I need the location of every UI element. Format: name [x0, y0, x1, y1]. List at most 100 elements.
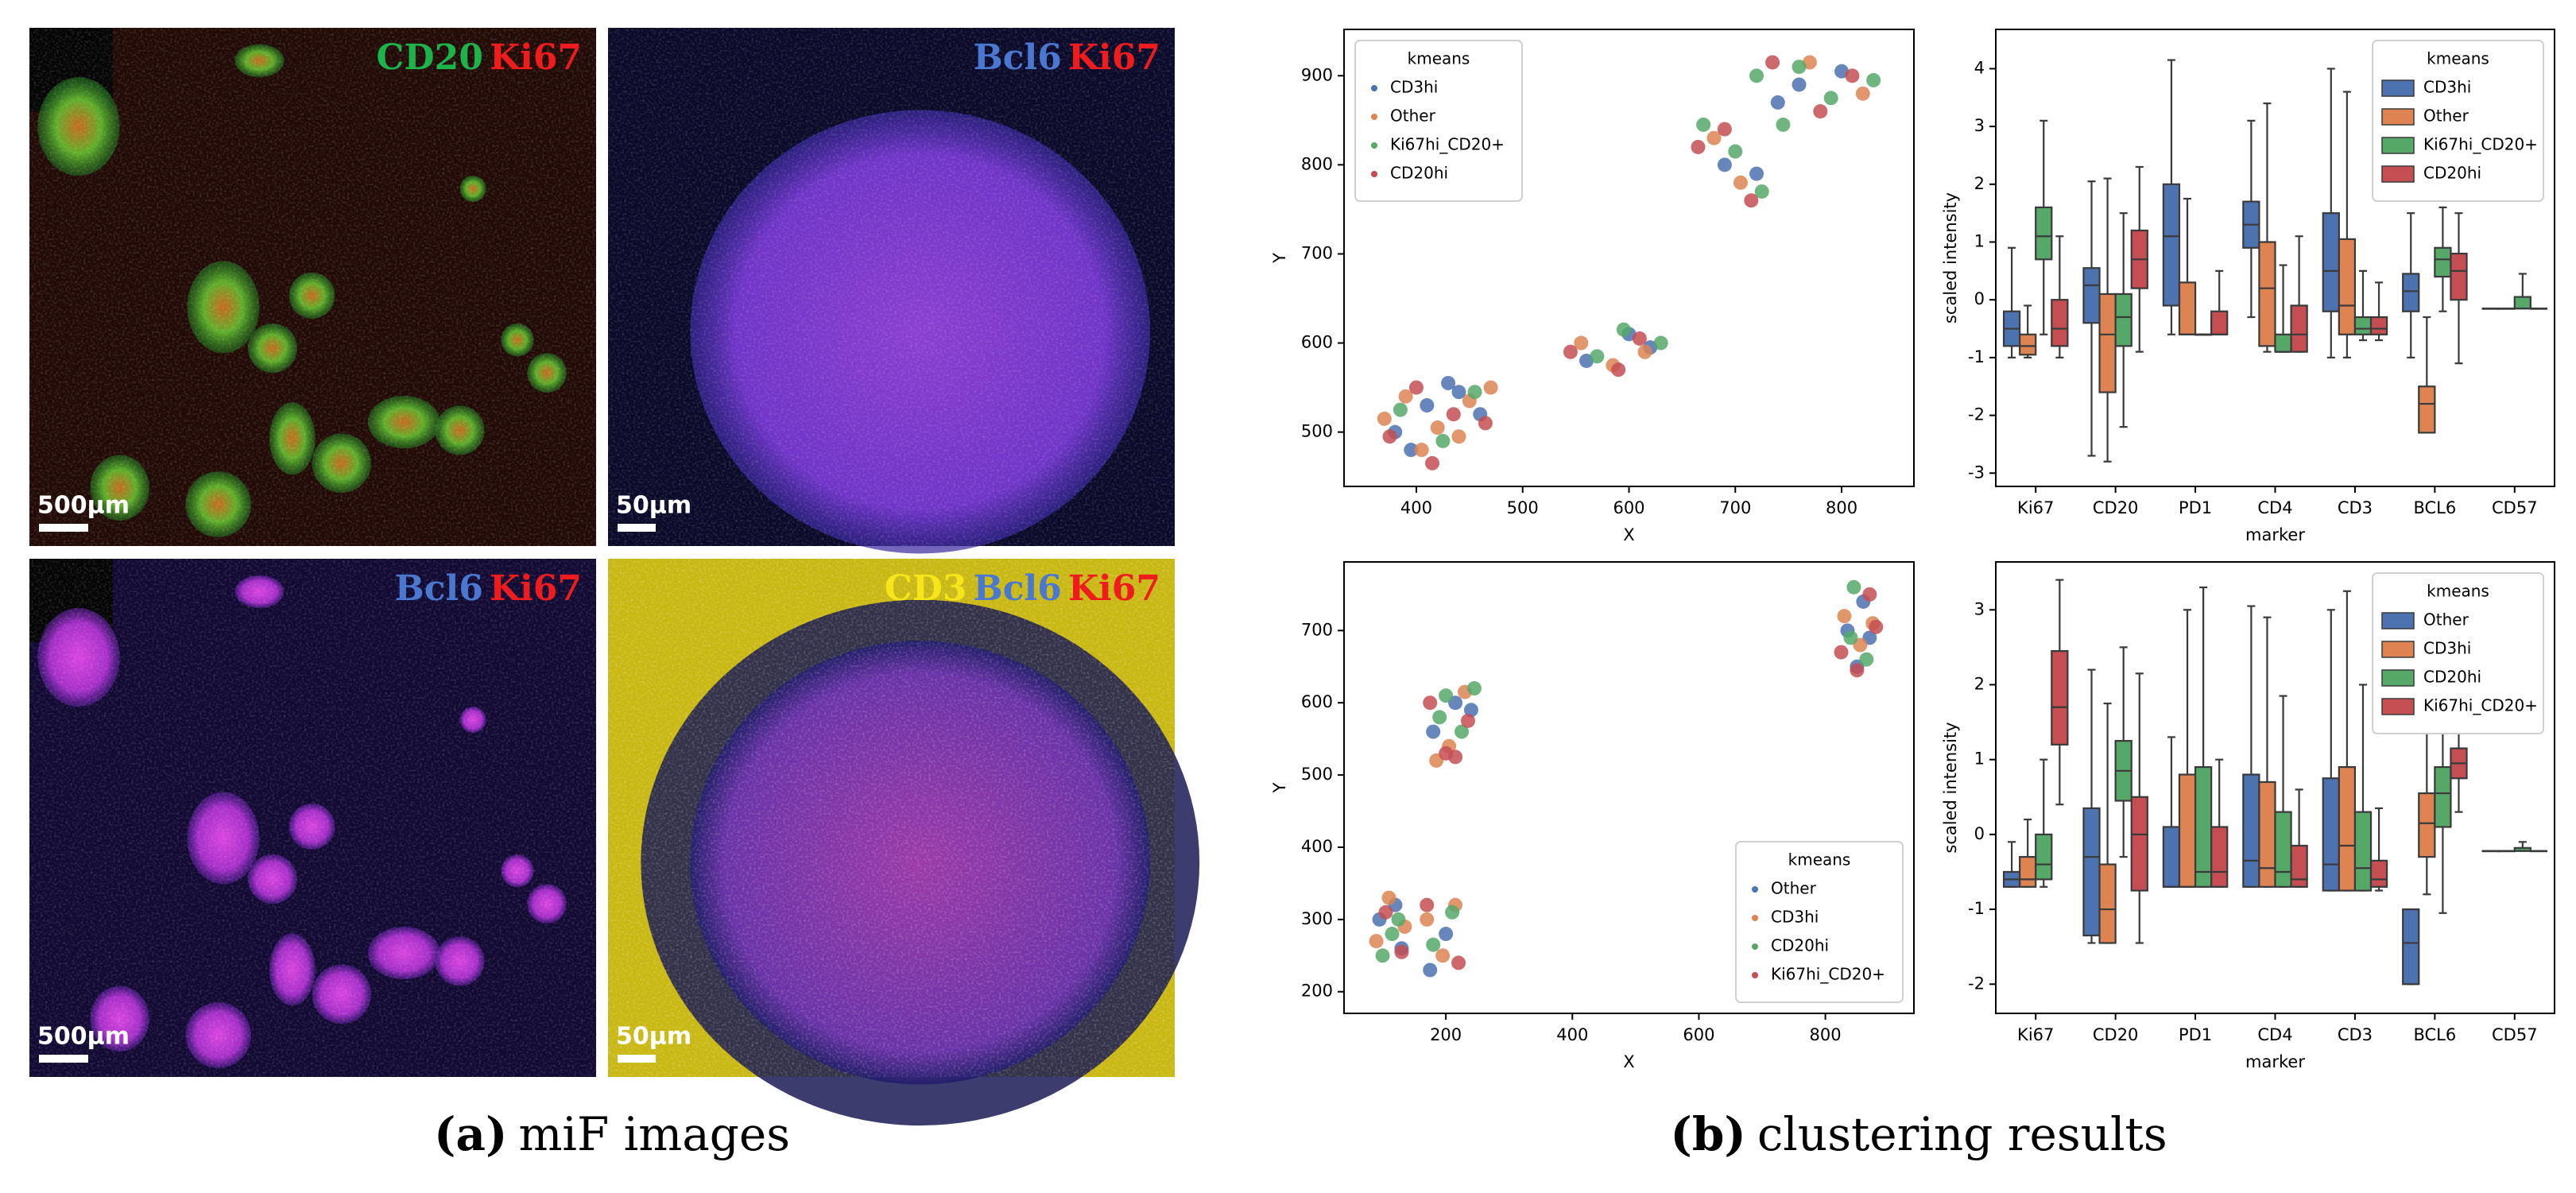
y-tick-label: -1: [1968, 347, 1985, 366]
point: [1439, 688, 1454, 703]
x-tick-label: BCL6: [2413, 1025, 2456, 1044]
legend-title: kmeans: [1408, 49, 1470, 68]
point: [1435, 433, 1451, 448]
y-tick-label: 2: [1974, 674, 1985, 693]
legend-patch: [2381, 641, 2415, 658]
legend-patch: [2381, 137, 2415, 154]
point: [1574, 335, 1589, 351]
x-tick-label: 400: [1400, 498, 1432, 517]
point: [1859, 652, 1874, 667]
legend: kmeans CD3hi Other Ki67hi_CD20+ CD20hi: [1354, 40, 1523, 202]
legend-marker: [1371, 114, 1377, 120]
legend-label: Ki67hi_CD20+: [1771, 965, 1885, 984]
marker-label: Bcl6: [974, 37, 1062, 78]
x-tick-label: CD3: [2338, 498, 2373, 517]
point: [1439, 927, 1454, 942]
caption-label: (a): [434, 1107, 507, 1161]
point: [1420, 897, 1435, 912]
point: [1463, 703, 1478, 718]
marker-labels: CD3 Bcl6 Ki67: [885, 568, 1160, 609]
point: [1408, 380, 1424, 395]
mif-image: Bcl6 Ki67 50μm: [608, 28, 1175, 554]
legend-frame: [1735, 841, 1904, 1003]
x-tick-label: 600: [1683, 1025, 1714, 1044]
point: [1837, 609, 1852, 624]
box: [2369, 859, 2388, 888]
point: [1423, 695, 1438, 711]
marker-label: Ki67: [490, 568, 582, 609]
box: [2178, 773, 2197, 888]
chart: -3 -2 -1 0 1 2 3 4 marker scaled intensity Ki67 CD2…: [1941, 29, 2555, 544]
box: [2274, 333, 2292, 353]
box: [2162, 183, 2181, 307]
box: [2194, 765, 2213, 888]
point: [1420, 912, 1435, 927]
chart: -2 -1 0 1 2 3 marker scaled intensity Ki67 CD20 PD…: [1941, 561, 2555, 1071]
image-texture: [29, 559, 596, 1077]
y-tick-label: 2: [1974, 174, 1985, 193]
y-tick-label: 1: [1974, 232, 1985, 251]
legend-marker: [1752, 943, 1758, 950]
box: [2019, 333, 2037, 356]
point: [1420, 398, 1435, 413]
legend-label: CD3hi: [1771, 908, 1819, 927]
legend: kmeans CD3hi Other Ki67hi_CD20+ CD20hi: [2372, 40, 2544, 202]
y-tick-label: 0: [1974, 289, 1985, 308]
point: [1441, 375, 1456, 390]
point: [1749, 68, 1764, 83]
x-tick-label: CD57: [2492, 1025, 2538, 1044]
x-axis-label: marker: [2245, 525, 2305, 544]
box: [2369, 316, 2388, 335]
y-tick-label: 500: [1301, 422, 1333, 441]
x-tick-label: Ki67: [2017, 498, 2054, 517]
box: [2210, 310, 2229, 335]
point: [1855, 86, 1870, 101]
y-tick-label: 3: [1974, 599, 1985, 618]
point: [1749, 166, 1764, 181]
box: [2130, 796, 2148, 892]
box: [2322, 777, 2340, 892]
point: [1414, 443, 1429, 458]
point: [1653, 335, 1668, 351]
box: [2098, 863, 2117, 944]
x-tick-label: 700: [1719, 498, 1751, 517]
point: [1563, 344, 1578, 359]
legend-frame: [1354, 40, 1523, 202]
point: [1393, 402, 1408, 417]
chart: 200 300 400 500 600 700 X Y 200 400 600 800 kmeans Ot…: [1270, 561, 1915, 1071]
point: [1765, 55, 1780, 70]
x-tick-label: CD20: [2093, 498, 2139, 517]
legend-marker: [1752, 915, 1758, 921]
mif-image: CD20 Ki67 500μm: [29, 28, 596, 546]
point: [1696, 117, 1711, 132]
caption-a: (a) miF images: [434, 1107, 790, 1161]
point: [1792, 60, 1807, 75]
scale-bar: [618, 1055, 656, 1063]
y-tick-label: 200: [1301, 982, 1333, 1001]
box: [2338, 238, 2357, 335]
box: [2290, 844, 2308, 888]
marker-label: CD3: [885, 568, 967, 609]
legend-label: CD20hi: [1771, 936, 1829, 955]
box: [2098, 292, 2117, 393]
caption-text: miF images: [518, 1107, 790, 1161]
legend-marker: [1371, 142, 1377, 149]
box: [2162, 826, 2181, 888]
box: [2338, 765, 2357, 892]
point: [1451, 429, 1466, 444]
marker-label: CD20: [376, 37, 482, 78]
box: [2434, 246, 2452, 278]
marker-label: Bcl6: [974, 568, 1062, 609]
legend-marker: [1371, 85, 1377, 91]
point: [1611, 362, 1626, 378]
point: [1426, 937, 1441, 952]
scale-label: 500μm: [37, 492, 130, 520]
scale-label: 500μm: [37, 1023, 130, 1051]
x-tick-label: CD4: [2257, 498, 2292, 517]
point: [1813, 104, 1828, 119]
point: [1425, 455, 1440, 471]
point: [1792, 77, 1807, 92]
scale-bar: [618, 524, 656, 532]
y-tick-label: 4: [1974, 58, 1985, 77]
